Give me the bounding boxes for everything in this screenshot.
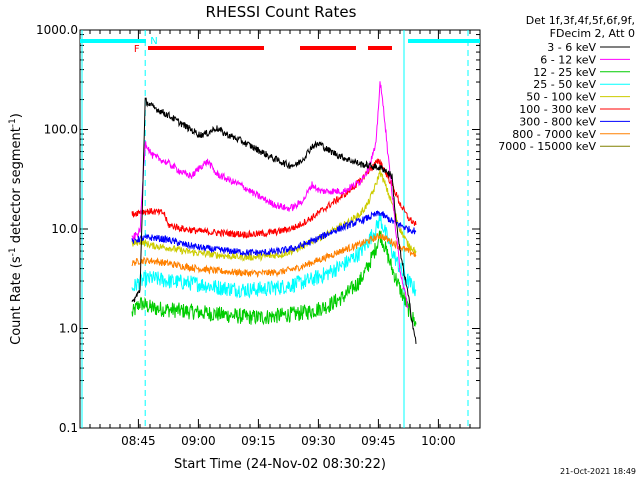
series-line xyxy=(131,158,417,239)
y-axis: 0.1 1.0 10.0 100.0 1000.0 xyxy=(36,23,480,435)
y-axis-label-mid: detector segment xyxy=(9,127,24,247)
series-line xyxy=(131,210,417,258)
y-tick-label: 0.1 xyxy=(59,421,78,435)
legend-label: 50 - 100 keV xyxy=(526,91,596,104)
series-line xyxy=(131,168,417,262)
legend-label: 6 - 12 keV xyxy=(540,53,596,66)
y-tick-label: 10.0 xyxy=(51,222,78,236)
y-tick-label: 1000.0 xyxy=(36,23,78,37)
y-axis-label: Count Rate (s-1 detector segment-1) xyxy=(8,113,24,345)
y-tick-label: 100.0 xyxy=(44,123,78,137)
flag-label-n: N xyxy=(150,36,157,47)
x-tick-label: 09:15 xyxy=(241,434,276,448)
legend-label: 300 - 800 keV xyxy=(519,115,596,128)
legend-header-line-1: Det 1f,3f,4f,5f,6f,9f, xyxy=(526,14,635,27)
y-tick-label: 1.0 xyxy=(59,322,78,336)
legend-label: 3 - 6 keV xyxy=(547,41,596,54)
series-line xyxy=(131,213,417,299)
legend-label: 100 - 300 keV xyxy=(519,103,596,116)
x-tick-label: 10:00 xyxy=(421,434,456,448)
x-axis-label: Start Time (24-Nov-02 08:30:22) xyxy=(174,457,386,472)
y-axis-label-sup-2: -1 xyxy=(8,118,18,127)
x-tick-label: 09:45 xyxy=(361,434,396,448)
timestamp: 21-Oct-2021 18:49 xyxy=(560,467,636,476)
series-line xyxy=(131,233,417,278)
legend-header-line-2: FDecim 2, Att 0 xyxy=(550,27,635,40)
legend-label: 7000 - 15000 keV xyxy=(498,140,596,153)
series-line xyxy=(131,230,417,327)
x-tick-label: 08:45 xyxy=(121,434,156,448)
flag-label-f: F xyxy=(134,44,140,55)
chart-title: RHESSI Count Rates xyxy=(206,3,357,21)
x-axis: 08:45 09:00 09:15 09:30 09:45 10:00 xyxy=(79,30,481,448)
legend-label: 12 - 25 keV xyxy=(533,66,596,79)
series-line xyxy=(131,97,417,344)
y-axis-label-sup-1: -1 xyxy=(8,247,18,256)
y-axis-label-start: Count Rate (s xyxy=(9,256,24,345)
series-line xyxy=(131,81,409,309)
series-lines xyxy=(131,81,417,344)
legend: Det 1f,3f,4f,5f,6f,9f, FDecim 2, Att 0 3… xyxy=(498,14,635,153)
annotations: FN xyxy=(80,30,480,428)
x-tick-label: 09:00 xyxy=(181,434,216,448)
legend-label: 25 - 50 keV xyxy=(533,78,596,91)
x-tick-label: 09:30 xyxy=(301,434,336,448)
legend-label: 800 - 7000 keV xyxy=(512,128,596,141)
y-axis-label-end: ) xyxy=(9,113,24,118)
